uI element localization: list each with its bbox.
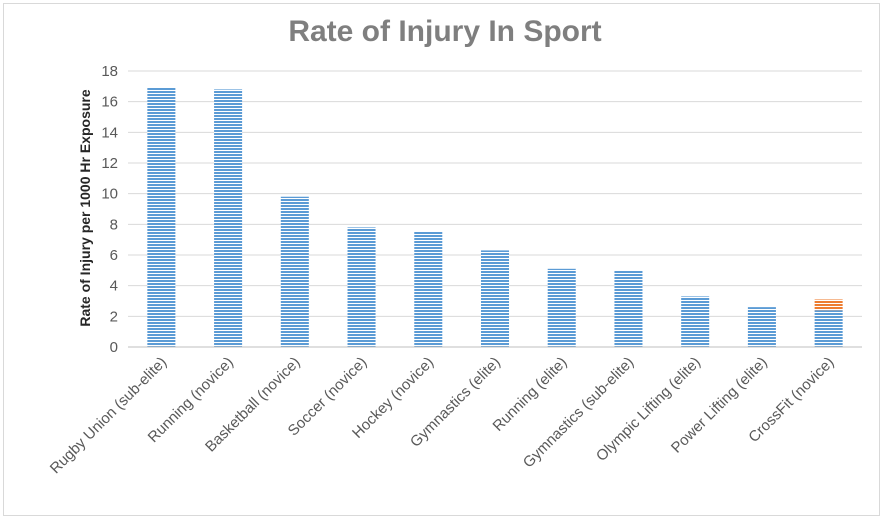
chart-title: Rate of Injury In Sport [288,15,601,48]
bar [547,268,576,347]
y-tick-label: 4 [110,278,118,295]
y-tick-label: 16 [101,94,118,111]
bar [681,296,710,347]
y-tick-label: 0 [110,339,118,356]
bar [747,307,776,347]
bar [347,227,376,347]
bars [147,87,843,348]
chart-frame: Rate of Injury In Sport Rate of Injury p… [3,3,880,516]
y-tick-label: 6 [110,247,118,264]
y-tick-label: 2 [110,308,118,325]
y-axis-ticks: 0 2 4 6 8 10 12 14 16 18 [101,63,118,356]
bar [480,250,510,347]
bar [280,196,309,347]
x-tick-label: Rugby Union (sub-elite) [47,354,170,477]
y-tick-label: 10 [101,186,118,203]
bar [814,310,843,347]
chart-svg: Rate of Injury In Sport Rate of Injury p… [47,15,862,477]
bar [214,89,243,348]
bar [414,232,443,347]
y-axis-label: Rate of Injury per 1000 Hr Exposure [77,89,93,327]
gridlines [128,70,862,317]
y-tick-label: 8 [110,216,118,233]
bar-stack-top [814,299,843,311]
y-tick-label: 12 [101,155,118,172]
x-tick-label: Gymnastics (sub-elite) [520,354,638,472]
y-tick-label: 14 [101,124,118,141]
bar [147,87,176,347]
bar [614,270,643,347]
x-axis-ticks: Rugby Union (sub-elite)Running (novice)B… [47,354,838,477]
y-tick-label: 18 [101,63,118,80]
